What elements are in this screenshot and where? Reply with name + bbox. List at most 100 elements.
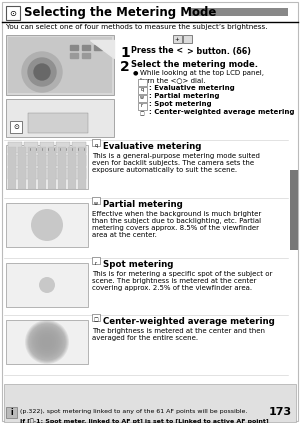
- Bar: [6, 35, 114, 95]
- Bar: [6, 320, 88, 364]
- Circle shape: [32, 327, 62, 357]
- Text: ⊙: ⊙: [10, 8, 16, 17]
- Circle shape: [28, 58, 56, 86]
- Bar: [6, 6, 20, 20]
- Bar: [40, 155, 54, 166]
- Bar: [10, 121, 22, 133]
- Bar: [78, 147, 86, 189]
- Text: q: q: [140, 87, 144, 92]
- Circle shape: [34, 329, 60, 355]
- Bar: [72, 168, 86, 179]
- Circle shape: [46, 341, 48, 343]
- Bar: [190, 8, 288, 16]
- Circle shape: [22, 52, 62, 92]
- Bar: [72, 155, 86, 166]
- Text: Center-weighted average metering: Center-weighted average metering: [103, 317, 275, 326]
- Text: □: □: [140, 111, 144, 116]
- Text: w: w: [140, 95, 144, 100]
- Text: Selecting the Metering Mode: Selecting the Metering Mode: [24, 6, 216, 19]
- Bar: [24, 168, 38, 179]
- Circle shape: [44, 339, 50, 345]
- Text: 1: 1: [120, 46, 130, 60]
- Bar: [58, 147, 66, 189]
- Bar: [4, 384, 296, 422]
- Text: r: r: [95, 261, 97, 266]
- Bar: [6, 203, 88, 247]
- Circle shape: [34, 64, 50, 80]
- Circle shape: [29, 324, 65, 360]
- Bar: [6, 99, 114, 137]
- Text: Effective when the background is much brighter
than the subject due to backlight: Effective when the background is much br…: [92, 211, 261, 238]
- Text: The brightness is metered at the center and then
averaged for the entire scene.: The brightness is metered at the center …: [92, 328, 265, 341]
- Text: While looking at the top LCD panel,: While looking at the top LCD panel,: [140, 70, 264, 76]
- Text: > button. (δ6): > button. (δ6): [187, 47, 251, 56]
- Bar: [138, 79, 147, 86]
- Bar: [92, 139, 100, 146]
- Bar: [70, 53, 78, 58]
- Bar: [68, 147, 76, 189]
- Bar: [72, 142, 86, 153]
- Circle shape: [33, 328, 61, 356]
- Bar: [28, 113, 88, 133]
- Bar: [138, 87, 147, 94]
- Circle shape: [40, 335, 54, 349]
- Bar: [82, 45, 90, 50]
- Circle shape: [39, 334, 55, 350]
- Bar: [6, 145, 88, 189]
- Text: : Center-weighted average metering: : Center-weighted average metering: [149, 109, 295, 115]
- Bar: [6, 407, 17, 418]
- Bar: [92, 257, 100, 264]
- Circle shape: [45, 340, 49, 344]
- Text: : Evaluative metering: : Evaluative metering: [149, 85, 235, 91]
- Text: You can select one of four methods to measure the subject’s brightness.: You can select one of four methods to me…: [6, 24, 268, 30]
- Circle shape: [26, 321, 68, 363]
- Bar: [8, 147, 16, 189]
- Circle shape: [30, 325, 64, 359]
- Text: : Spot metering: : Spot metering: [149, 101, 212, 107]
- Text: Press the <: Press the <: [131, 46, 183, 55]
- Bar: [8, 37, 112, 93]
- Bar: [38, 147, 46, 189]
- Circle shape: [31, 209, 63, 241]
- Circle shape: [29, 324, 65, 360]
- Bar: [92, 197, 100, 204]
- Text: ●: ●: [133, 70, 139, 75]
- Text: (p.322), spot metering linked to any of the 61 AF points will be possible.: (p.322), spot metering linked to any of …: [20, 409, 248, 414]
- Bar: [56, 168, 70, 179]
- Circle shape: [28, 323, 66, 361]
- Text: i: i: [10, 408, 13, 417]
- Bar: [40, 168, 54, 179]
- Text: Evaluative metering: Evaluative metering: [103, 142, 201, 151]
- Bar: [48, 147, 56, 189]
- Bar: [82, 53, 90, 58]
- Circle shape: [39, 277, 55, 293]
- Bar: [24, 155, 38, 166]
- Text: +: +: [175, 36, 179, 41]
- Bar: [173, 35, 182, 43]
- Text: If [Ⓞ·1: Spot meter. linked to AF pt] is set to [Linked to active AF point]: If [Ⓞ·1: Spot meter. linked to AF pt] is…: [20, 418, 269, 423]
- Text: □: □: [94, 318, 98, 322]
- Bar: [24, 142, 38, 153]
- Circle shape: [37, 332, 57, 352]
- Text: Select the metering mode.: Select the metering mode.: [131, 60, 258, 69]
- Text: : Partial metering: : Partial metering: [149, 93, 220, 99]
- Text: w: w: [94, 201, 98, 206]
- Bar: [8, 168, 22, 179]
- Text: r: r: [141, 103, 143, 108]
- Circle shape: [38, 333, 56, 351]
- Bar: [56, 155, 70, 166]
- Bar: [6, 263, 88, 307]
- Circle shape: [41, 336, 53, 348]
- Text: ⊙: ⊙: [13, 124, 19, 130]
- Bar: [94, 45, 102, 50]
- Bar: [290, 170, 298, 250]
- Circle shape: [25, 320, 69, 364]
- Bar: [138, 103, 147, 110]
- Text: Partial metering: Partial metering: [103, 200, 183, 209]
- Text: 2: 2: [120, 60, 130, 74]
- Bar: [8, 142, 22, 153]
- Text: q: q: [94, 143, 98, 148]
- Circle shape: [27, 322, 67, 362]
- Circle shape: [42, 337, 52, 347]
- Bar: [92, 314, 100, 321]
